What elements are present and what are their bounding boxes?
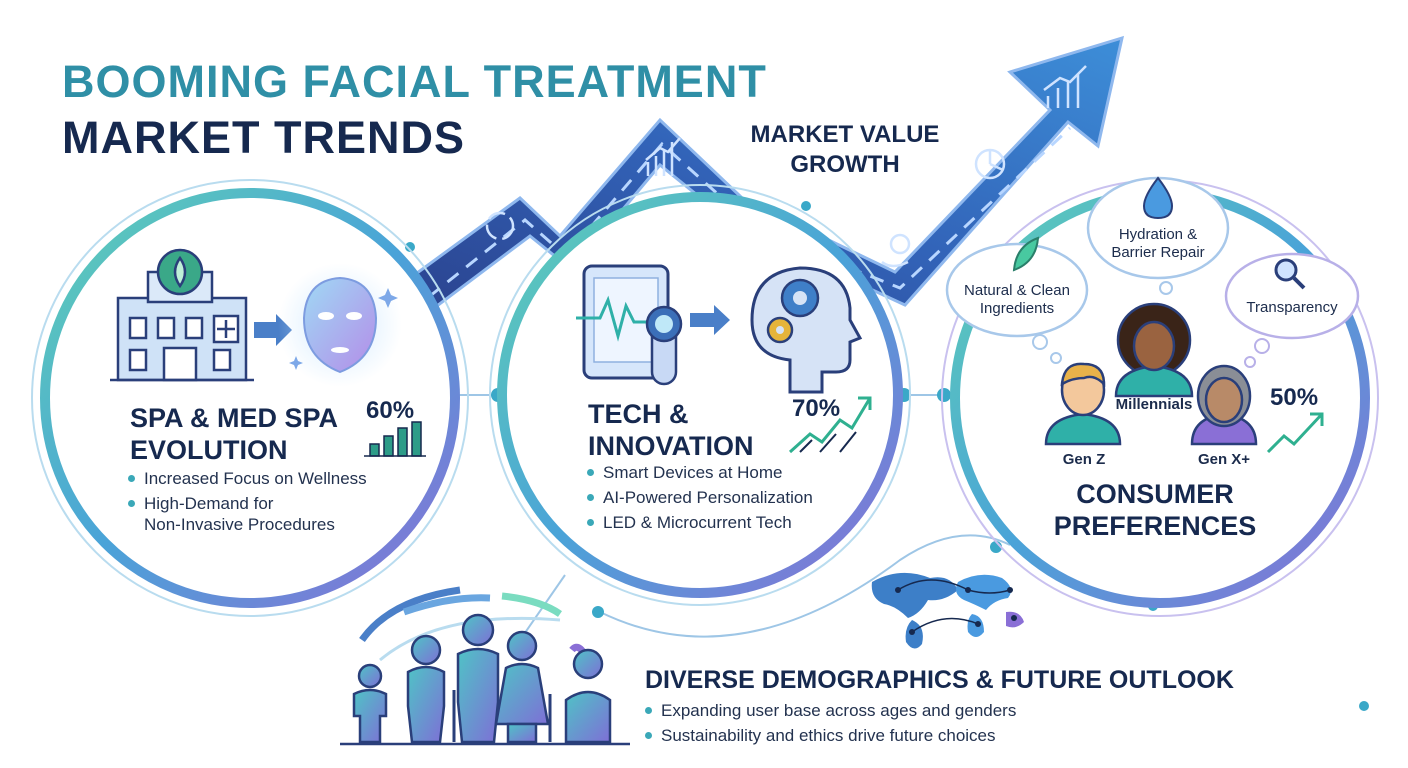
- cloud-natural-line1: Natural & Clean: [964, 282, 1070, 299]
- tech-title-line1: TECH &: [588, 399, 689, 429]
- spa-bullet-2-line1: High-Demand for: [144, 494, 274, 513]
- cloud-hydration-line1: Hydration &: [1118, 226, 1198, 243]
- consumer-trend-line-icon: [1266, 412, 1324, 454]
- demographics-bullet-1: Expanding user base across ages and gend…: [643, 700, 1103, 721]
- cloud-hydration-icon: [1086, 176, 1230, 295]
- cloud-hydration-label: Hydration & Barrier Repair: [1092, 226, 1224, 262]
- spa-bullet-list: Increased Focus on Wellness High-Demand …: [126, 468, 426, 539]
- spa-stat: 60%: [366, 397, 415, 424]
- face-mask-icon: [278, 263, 402, 387]
- cloud-natural-label: Natural & Clean Ingredients: [947, 282, 1087, 318]
- spa-title-line2: EVOLUTION: [130, 435, 288, 465]
- tech-arrow-icon: [690, 305, 730, 335]
- microcurrent-device-icon: [645, 305, 683, 386]
- consumer-stat: 50%: [1270, 384, 1319, 411]
- market-value-line1: MARKET VALUE: [750, 121, 940, 148]
- spa-title-line1: SPA & MED SPA: [130, 403, 339, 433]
- arrow-recycle-icon: [485, 211, 515, 241]
- spa-bullet-2-line2: Non-Invasive Procedures: [144, 515, 335, 534]
- spa-section-title: SPA & MED SPA EVOLUTION: [130, 402, 338, 466]
- market-value-growth-label: MARKET VALUE GROWTH: [734, 120, 956, 180]
- family-people-icon: [352, 613, 612, 744]
- gen-x-avatar-icon: [1190, 364, 1258, 446]
- tech-title-line2: INNOVATION: [588, 431, 754, 461]
- gen-x-label: Gen X+: [1197, 451, 1251, 468]
- consumer-title-line1: CONSUMER: [1076, 479, 1234, 509]
- millennials-avatar-icon: [1114, 302, 1194, 398]
- cloud-transparency-label: Transparency: [1246, 299, 1338, 316]
- main-title-line2: MARKET TRENDS: [62, 112, 465, 163]
- cloud-transparency-icon: [1224, 252, 1360, 368]
- spa-bullet-1: Increased Focus on Wellness: [126, 468, 426, 489]
- tech-trend-line-icon: [788, 396, 872, 454]
- ai-head-gear-icon: [750, 266, 863, 394]
- gen-z-label: Gen Z: [1062, 451, 1106, 468]
- spa-building-icon: [110, 248, 254, 382]
- cloud-hydration-line2: Barrier Repair: [1111, 244, 1205, 261]
- cloud-natural-ingredients-icon: [945, 236, 1089, 364]
- tech-stat: 70%: [792, 395, 841, 422]
- spa-bar-chart-icon: [364, 421, 426, 457]
- arrow-bar-chart-icon-2: [1043, 65, 1087, 108]
- demographics-title: DIVERSE DEMOGRAPHICS & FUTURE OUTLOOK: [645, 666, 1234, 694]
- arrow-pie-chart-icon: [974, 148, 1006, 180]
- main-title-line1: BOOMING FACIAL TREATMENT: [62, 56, 767, 107]
- tech-bullet-3: LED & Microcurrent Tech: [585, 512, 855, 533]
- arrow-bar-chart-icon: [645, 137, 681, 176]
- spa-bullet-2: High-Demand for Non-Invasive Procedures: [126, 493, 426, 535]
- cloud-natural-line2: Ingredients: [979, 300, 1055, 317]
- market-value-line2: GROWTH: [790, 151, 900, 178]
- millennials-label: Millennials: [1115, 396, 1193, 413]
- world-map-icon: [871, 572, 1024, 649]
- consumer-title-line2: PREFERENCES: [1053, 511, 1257, 541]
- tech-section-title: TECH & INNOVATION: [588, 398, 754, 462]
- tech-bullet-2: AI-Powered Personalization: [585, 487, 855, 508]
- demographics-bullet-2: Sustainability and ethics drive future c…: [643, 725, 1103, 746]
- arrow-dollar-icon: [881, 233, 911, 268]
- gen-z-avatar-icon: [1044, 362, 1122, 446]
- consumer-section-title: CONSUMER PREFERENCES: [1050, 478, 1260, 542]
- tech-bullet-list: Smart Devices at Home AI-Powered Persona…: [585, 462, 855, 537]
- demographics-bullet-list: Expanding user base across ages and gend…: [643, 700, 1103, 750]
- tech-bullet-1: Smart Devices at Home: [585, 462, 855, 483]
